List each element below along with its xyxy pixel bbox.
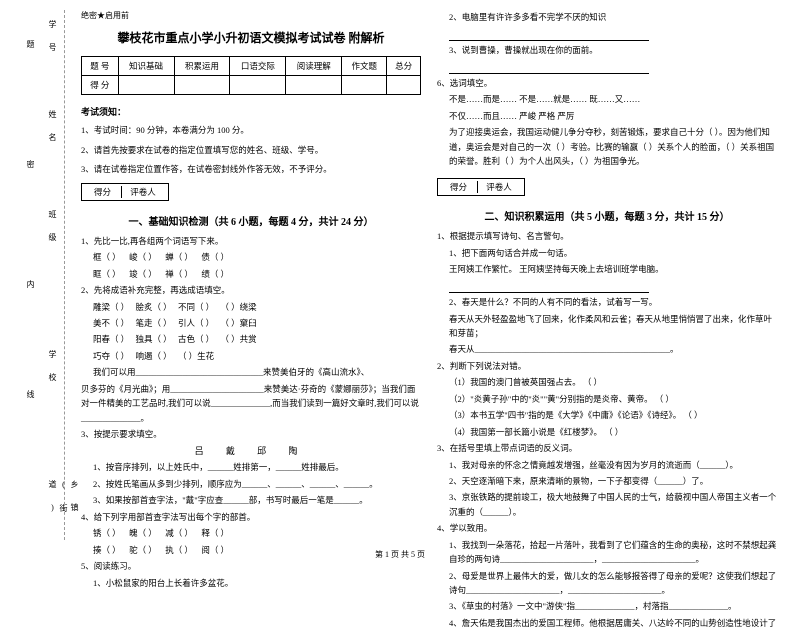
s2q2-s4: （4）我国第一部长篇小说是《红楼梦》。 （ ） — [437, 425, 777, 439]
q3-s2: 2、按姓氏笔画从多到少排列，顺序应为______、______、______、_… — [81, 477, 421, 491]
s2q1-s5: 春天从_____________________________________… — [437, 342, 777, 356]
score-label-2: 得分 — [442, 181, 475, 193]
section2-title: 二、知识积累运用（共 5 小题，每题 3 分，共计 15 分） — [437, 208, 777, 223]
r-2: 3、说到曹操，曹操就出现在你的面前。 — [437, 43, 777, 57]
q5-s1: 1、小松鼠家的阳台上长着许多盆花。 — [81, 576, 421, 590]
s2q4-s4: 4、詹天佑是我国杰出的爱国工程师。他根据居庸关、八达岭不同的山势创造性地设计了 — [437, 616, 777, 630]
q2-r3: 阳春（ ） 独具（ ） 古色（ ） （ ）共赏 — [81, 332, 421, 346]
page-footer: 第 1 页 共 5 页 — [0, 549, 800, 560]
notice-2: 2、请首先按要求在试卷的指定位置填写您的姓名、班级、学号。 — [81, 144, 421, 158]
s2q2-stem: 2、判断下列说法对错。 — [437, 359, 777, 373]
right-column: 2、电脑里有许许多多看不完学不厌的知识 3、说到曹操，曹操就出现在你的面前。 6… — [429, 10, 785, 540]
s2q1-stem: 1、根据提示填写诗句、名言警句。 — [437, 229, 777, 243]
q2-p2: 贝多芬的《月光曲》；用______________________来赞美达·芬奇… — [81, 382, 421, 425]
notice-1: 1、考试时间：90 分钟，本卷满分为 100 分。 — [81, 124, 421, 138]
s2q1-s2: 王阿姨工作繁忙。 王阿姨坚持每天晚上去培训班学电脑。 — [437, 262, 777, 276]
left-column: 绝密★启用前 攀枝花市重点小学小升初语文模拟考试试卷 附解析 题 号 知识基础 … — [73, 10, 429, 540]
bind-label-school: 学校 — [47, 350, 58, 396]
r-1-line — [437, 26, 777, 40]
reviewer-label: 评卷人 — [121, 186, 164, 198]
table-row: 题 号 知识基础 积累运用 口语交际 阅读理解 作文题 总分 — [82, 57, 421, 76]
q2-r1: 雕梁（ ） 脍炙（ ） 不同（ ） （ ）绕梁 — [81, 300, 421, 314]
r-2-line — [437, 59, 777, 73]
th-2: 积累运用 — [174, 57, 230, 76]
s2q3-s3: 3、京张铁路的提前竣工，极大地鼓舞了中国人民的士气，给藐视中国人帝国主义者一个沉… — [437, 490, 777, 519]
s2q3-s1: 1、我对母亲的怀念之情竟越发增强，丝毫没有因为岁月的流逝而（______）。 — [437, 458, 777, 472]
th-3: 口语交际 — [230, 57, 286, 76]
q6-l2: 不仅……而且…… 严峻 严格 严厉 — [437, 109, 777, 123]
q1-stem: 1、先比一比,再各组两个词语写下来。 — [81, 234, 421, 248]
score-table: 题 号 知识基础 积累运用 口语交际 阅读理解 作文题 总分 得 分 — [81, 56, 421, 95]
q2-stem: 2、先将成语补充完整，再选成语填空。 — [81, 283, 421, 297]
s2q2-s2: （2）"炎黄子孙"中的"炎""黄"分别指的是炎帝、黄帝。 （ ） — [437, 392, 777, 406]
exam-title: 攀枝花市重点小学小升初语文模拟考试试卷 附解析 — [81, 29, 421, 46]
s2q1-s3: 2、春天是什么？不同的人有不同的看法，试着写一写。 — [437, 295, 777, 309]
s2q2-s3: （3）本书五学"四书"指的是《大学》《中庸》《论语》《诗经》。 （ ） — [437, 408, 777, 422]
q6-p: 为了迎接奥运会，我国运动健儿争分夺秒，刻苦锻炼，要求自己十分（ ）。因为他们知道… — [437, 125, 777, 168]
th-5: 作文题 — [342, 57, 387, 76]
cut-3: 内 — [25, 280, 36, 288]
cut-2: 密 — [25, 160, 36, 168]
s2q3-s2: 2、天空逐渐暗下来，原来清晰的景物，一下子都变得（______）了。 — [437, 474, 777, 488]
notice-3: 3、请在试卷指定位置作答，在试卷密封线外作答无效，不予评分。 — [81, 163, 421, 177]
row-label: 得 分 — [82, 76, 119, 95]
r-1: 2、电脑里有许许多多看不完学不厌的知识 — [437, 10, 777, 24]
th-6: 总分 — [387, 57, 421, 76]
table-row: 得 分 — [82, 76, 421, 95]
s2q1-line — [437, 279, 777, 293]
q4-stem: 4、给下列字用部首查字法写出每个字的部首。 — [81, 510, 421, 524]
score-label: 得分 — [86, 186, 119, 198]
q5-stem: 5、阅读练习。 — [81, 559, 421, 573]
s2q1-s1: 1、把下面两句话合并成一句话。 — [437, 246, 777, 260]
s2q4-stem: 4、学以致用。 — [437, 521, 777, 535]
bind-label-class: 班级 — [47, 210, 58, 256]
s2q4-s3: 3、《草虫的村落》一文中"游侠"指______________，村落指_____… — [437, 599, 777, 613]
q2-r2: 美不（ ） 笔走（ ） 引人（ ） （ ）窠臼 — [81, 316, 421, 330]
q3-s3: 3、如果按部首查字法，"戴"字应查______部，书写时最后一笔是______。 — [81, 493, 421, 507]
bind-label-name: 姓名 — [47, 110, 58, 156]
q1-r2: 眶（ ） 竣（ ） 禅（ ） 绩（ ） — [81, 267, 421, 281]
th-1: 知识基础 — [118, 57, 174, 76]
q4-r1: 锈（ ） 魄（ ） 减（ ） 释（ ） — [81, 526, 421, 540]
q3-s1: 1、按音序排列，以上姓氏中，______姓排第一，______姓排最后。 — [81, 460, 421, 474]
binding-margin: 学号 姓名 班级 学校 乡镇(街道) 题 密 内 线 — [15, 10, 65, 540]
s2q1-s4: 春天从天外轻盈盈地飞了回来，化作柔风和云雀；春天从地里悄悄冒了出来，化作草叶和芽… — [437, 312, 777, 341]
s2q4-s2: 2、母爱是世界上最伟大的爱，做儿女的怎么能够报答得了母亲的爱呢？这使我们想起了诗… — [437, 569, 777, 598]
cut-4: 线 — [25, 390, 36, 398]
q3-names: 吕 戴 邱 陶 — [81, 444, 421, 457]
q2-p1: 我们可以用______________________________来赞美伯牙… — [81, 365, 421, 379]
score-box-2: 得分 评卷人 — [437, 178, 525, 196]
section1-title: 一、基础知识检测（共 6 小题，每题 4 分，共计 24 分） — [81, 213, 421, 228]
score-box: 得分 评卷人 — [81, 183, 169, 201]
q3-stem: 3、按提示要求填空。 — [81, 427, 421, 441]
q6-stem: 6、选词填空。 — [437, 76, 777, 90]
secret-label: 绝密★启用前 — [81, 10, 421, 21]
th-0: 题 号 — [82, 57, 119, 76]
bind-label-xuehao: 学号 — [47, 20, 58, 66]
q2-r4: 巧夺（ ） 响遏（ ） （ ）生花 — [81, 349, 421, 363]
s2q3-stem: 3、在括号里填上带点词语的反义词。 — [437, 441, 777, 455]
bind-label-town: 乡镇(街道) — [47, 480, 80, 540]
notice-title: 考试须知： — [81, 105, 421, 118]
reviewer-label-2: 评卷人 — [477, 181, 520, 193]
s2q2-s1: （1）我国的澳门曾被英国强占去。 （ ） — [437, 375, 777, 389]
th-4: 阅读理解 — [286, 57, 342, 76]
q6-l1: 不是……而是…… 不是……就是…… 既……又…… — [437, 92, 777, 106]
q1-r1: 框（ ） 峻（ ） 蝉（ ） 债（ ） — [81, 250, 421, 264]
cut-1: 题 — [25, 40, 36, 48]
